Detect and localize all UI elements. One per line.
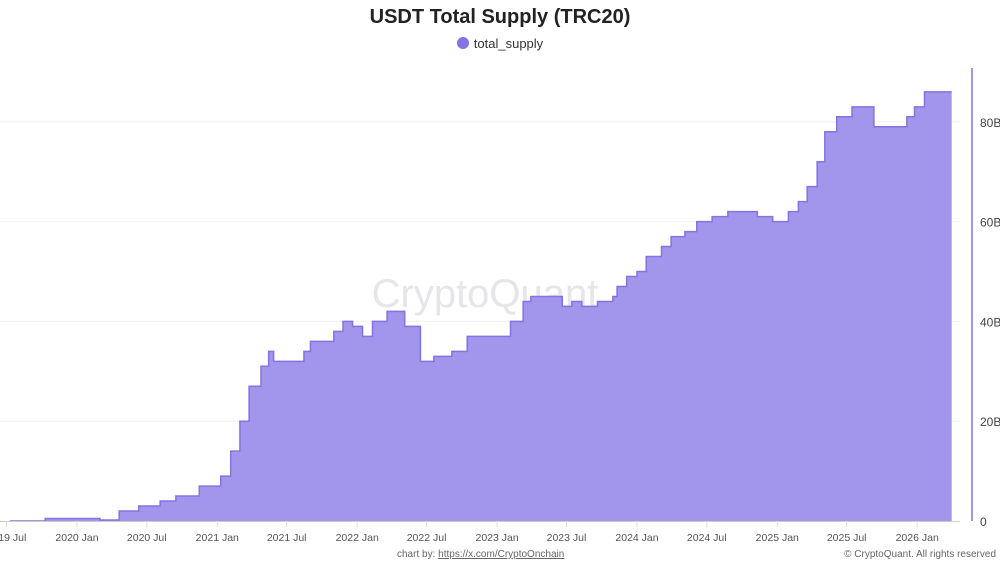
y-tick-label: 0 — [980, 515, 987, 529]
y-tick-label: 60B — [980, 216, 1000, 230]
x-tick-label: 2026 Jan — [896, 532, 939, 544]
chart-credit: chart by: https://x.com/CryptoOnchain — [397, 549, 564, 560]
x-tick-label: 2023 Jan — [475, 532, 518, 544]
x-tick-label: 2024 Jul — [687, 532, 727, 544]
x-tick-label: 2021 Jul — [267, 532, 307, 544]
x-tick-label: 2025 Jan — [756, 532, 799, 544]
x-tick-label: 2024 Jan — [615, 532, 658, 544]
chart-by-label: chart by: — [397, 549, 436, 560]
chart-title: USDT Total Supply (TRC20) — [369, 6, 631, 28]
x-tick-label: 2021 Jan — [196, 532, 239, 544]
x-tick-label: 2025 Jul — [827, 532, 867, 544]
y-tick-label: 20B — [980, 415, 1000, 429]
x-tick-label: 2020 Jul — [127, 532, 167, 544]
x-tick-label: 2020 Jan — [55, 532, 98, 544]
series-area — [9, 91, 952, 522]
legend-swatch — [456, 37, 469, 49]
legend[interactable]: total_supply — [0, 36, 1000, 51]
series-line — [9, 91, 952, 522]
x-tick-label: 2023 Jul — [547, 532, 587, 544]
x-tick-label: 2019 Jul — [0, 532, 26, 544]
legend-label: total_supply — [473, 36, 544, 51]
copyright: © CryptoQuant. All rights reserved — [844, 549, 996, 560]
x-tick-label: 2022 Jul — [407, 532, 447, 544]
credit-link[interactable]: https://x.com/CryptoOnchain — [438, 549, 565, 560]
y-tick-label: 80B — [980, 116, 1000, 130]
y-tick-label: 40B — [980, 315, 1000, 329]
x-tick-label: 2022 Jan — [336, 532, 379, 544]
